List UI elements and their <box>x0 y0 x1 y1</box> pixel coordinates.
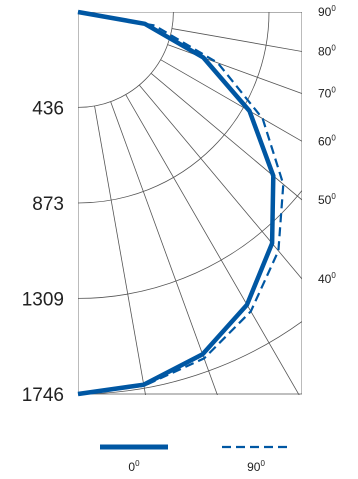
grid-spoke-40 <box>139 84 302 280</box>
radial-tick-labels: 436 873 1309 1746 <box>22 98 64 406</box>
curves-layer <box>77 9 285 397</box>
radial-tick-label-873: 873 <box>32 194 64 215</box>
radial-tick-label-1309: 1309 <box>22 289 64 310</box>
polar-grid <box>78 12 302 395</box>
series-line-90 <box>77 10 285 396</box>
series-line-0 <box>77 9 276 397</box>
angle-label-90: 900 <box>318 4 336 19</box>
angle-label-50: 500 <box>318 192 336 207</box>
radial-tick-label-1746: 1746 <box>22 385 64 406</box>
grid-spoke-70 <box>167 44 302 94</box>
angle-tick-labels: 900 800 700 600 500 400 <box>318 4 336 286</box>
grid-spoke-30 <box>125 94 300 395</box>
grid-spoke-50 <box>150 73 302 201</box>
angle-label-60: 600 <box>318 133 336 148</box>
legend: 00 900 <box>100 444 290 474</box>
legend-label-90: 900 <box>247 459 265 474</box>
grid-spoke-80 <box>171 28 302 52</box>
grid-ring-436 <box>78 12 174 108</box>
grid-spoke-20 <box>110 101 218 395</box>
grid-spoke-60 <box>160 59 302 142</box>
grid-spoke-10 <box>94 105 146 395</box>
angle-label-70: 700 <box>318 86 336 101</box>
angle-label-40: 400 <box>318 271 336 286</box>
radial-tick-label-436: 436 <box>32 98 64 119</box>
angle-label-80: 800 <box>318 43 336 58</box>
legend-label-0: 00 <box>128 459 140 474</box>
